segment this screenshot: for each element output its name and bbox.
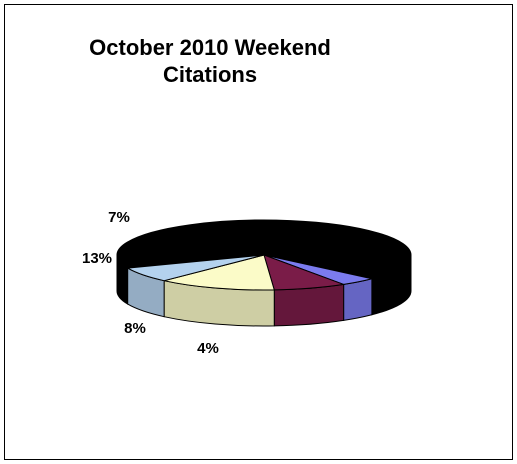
pie-slice-0	[116, 219, 412, 280]
pie-slice-side-2	[273, 283, 345, 327]
data-label-2: 8%	[124, 320, 146, 337]
pie-slice-3	[163, 254, 275, 291]
pie-slice-4	[126, 254, 265, 282]
pie-slice-side-1	[343, 278, 373, 322]
data-label-4: 7%	[108, 209, 130, 226]
data-label-1: 4%	[197, 340, 219, 357]
chart-title: October 2010 Weekend Citations	[89, 35, 331, 87]
data-label-3: 13%	[82, 250, 112, 267]
